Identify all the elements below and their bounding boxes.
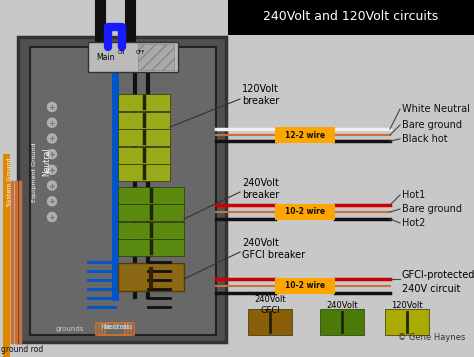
FancyBboxPatch shape <box>118 204 184 221</box>
Circle shape <box>47 212 56 221</box>
Text: 10-2 wire: 10-2 wire <box>285 282 325 291</box>
Text: White Neutral: White Neutral <box>402 104 470 114</box>
FancyBboxPatch shape <box>385 309 429 335</box>
Text: 240Volt
GFCI breaker: 240Volt GFCI breaker <box>242 238 305 260</box>
Text: Hot1: Hot1 <box>402 190 425 200</box>
Text: © Gene Haynes: © Gene Haynes <box>398 332 465 342</box>
FancyBboxPatch shape <box>118 164 170 181</box>
FancyBboxPatch shape <box>138 44 174 70</box>
Text: Neutral: Neutral <box>43 148 52 176</box>
Circle shape <box>47 181 56 190</box>
Text: Hot2: Hot2 <box>402 218 425 228</box>
FancyBboxPatch shape <box>275 278 335 294</box>
Text: 240Volt
GFCI: 240Volt GFCI <box>254 295 286 315</box>
Text: 240Volt and 120Volt circuits: 240Volt and 120Volt circuits <box>264 10 438 23</box>
Text: Black hot: Black hot <box>402 134 447 144</box>
Text: Main: Main <box>96 52 115 61</box>
Text: grounds: grounds <box>56 326 84 332</box>
FancyBboxPatch shape <box>30 47 216 335</box>
Text: Neutrals: Neutrals <box>103 324 133 330</box>
Text: Neutrals: Neutrals <box>100 324 130 330</box>
FancyBboxPatch shape <box>118 129 170 146</box>
Text: 240V circuit: 240V circuit <box>402 284 460 294</box>
FancyBboxPatch shape <box>275 127 335 143</box>
Text: 240Volt
breaker: 240Volt breaker <box>242 178 279 200</box>
Circle shape <box>47 118 56 127</box>
FancyBboxPatch shape <box>275 204 335 220</box>
FancyBboxPatch shape <box>118 111 170 129</box>
Text: Bare ground: Bare ground <box>402 204 462 214</box>
Text: 10-2 wire: 10-2 wire <box>285 207 325 216</box>
FancyBboxPatch shape <box>228 0 474 35</box>
FancyBboxPatch shape <box>118 222 184 239</box>
Text: 240Volt: 240Volt <box>326 301 358 310</box>
Text: GFCI-protected: GFCI-protected <box>402 270 474 280</box>
FancyBboxPatch shape <box>118 94 170 111</box>
Text: Bare ground: Bare ground <box>402 120 462 130</box>
Text: 12-2 wire: 12-2 wire <box>285 131 325 140</box>
FancyBboxPatch shape <box>118 263 184 291</box>
Text: 120Volt
breaker: 120Volt breaker <box>242 84 279 106</box>
Text: OFF: OFF <box>136 50 145 55</box>
FancyBboxPatch shape <box>118 187 184 204</box>
Circle shape <box>47 165 56 174</box>
FancyBboxPatch shape <box>248 309 292 335</box>
Text: System Ground: System Ground <box>8 158 12 206</box>
Circle shape <box>47 150 56 159</box>
Text: ON: ON <box>118 50 126 55</box>
Text: Equipment Ground: Equipment Ground <box>33 142 37 202</box>
Circle shape <box>47 197 56 206</box>
Circle shape <box>47 134 56 143</box>
FancyBboxPatch shape <box>88 42 178 72</box>
FancyBboxPatch shape <box>18 37 226 342</box>
FancyBboxPatch shape <box>118 239 184 256</box>
Text: 120Volt: 120Volt <box>391 301 423 310</box>
FancyBboxPatch shape <box>118 146 170 164</box>
FancyBboxPatch shape <box>320 309 364 335</box>
Text: ground rod: ground rod <box>1 345 43 353</box>
Circle shape <box>47 102 56 111</box>
